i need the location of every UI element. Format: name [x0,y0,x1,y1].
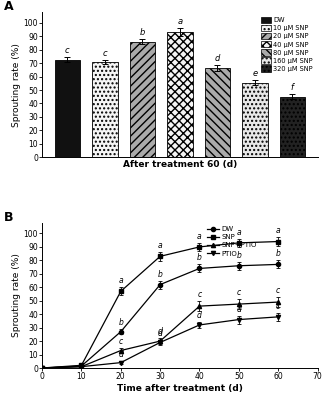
Text: d: d [158,327,163,336]
Text: a: a [197,232,202,241]
Bar [55,60,80,157]
Text: b: b [237,251,241,260]
Text: d: d [237,304,241,314]
Text: b: b [197,253,202,262]
Text: a: a [237,228,241,237]
X-axis label: After treatment 60 (d): After treatment 60 (d) [123,160,237,169]
Text: b: b [276,249,281,258]
Text: b: b [140,28,145,37]
Text: a: a [177,17,182,26]
Y-axis label: Sprouting rate (%): Sprouting rate (%) [12,254,21,337]
Text: f: f [291,83,294,92]
Text: c: c [276,302,280,311]
Text: a: a [276,226,281,236]
Bar [167,32,192,157]
Text: B: B [4,211,13,224]
Bar [280,97,305,157]
Text: d: d [214,54,220,63]
Text: c: c [276,286,280,295]
Legend: DW, SNP, SNP+PTIO, PTIO: DW, SNP, SNP+PTIO, PTIO [205,225,258,258]
Text: c: c [103,49,107,58]
Text: d: d [158,329,163,338]
Text: b: b [158,270,163,278]
Bar [130,42,155,157]
Y-axis label: Sprouting rate (%): Sprouting rate (%) [12,43,21,126]
Text: d: d [197,310,202,320]
Bar [242,83,268,157]
Text: b: b [118,318,123,327]
Text: c: c [65,46,70,55]
Text: c: c [119,337,123,346]
Text: a: a [158,241,162,250]
Bar [204,68,230,157]
X-axis label: Time after treatment (d): Time after treatment (d) [117,384,243,393]
Bar [92,62,118,157]
Text: c: c [237,288,241,297]
Text: a: a [119,276,123,285]
Text: A: A [4,0,13,13]
Text: c: c [197,290,202,299]
Text: d: d [118,350,123,359]
Legend: DW, 10 μM SNP, 20 μM SNP, 40 μM SNP, 80 μM SNP, 160 μM SNP, 320 μM SNP: DW, 10 μM SNP, 20 μM SNP, 40 μM SNP, 80 … [260,15,314,73]
Text: e: e [252,69,257,78]
